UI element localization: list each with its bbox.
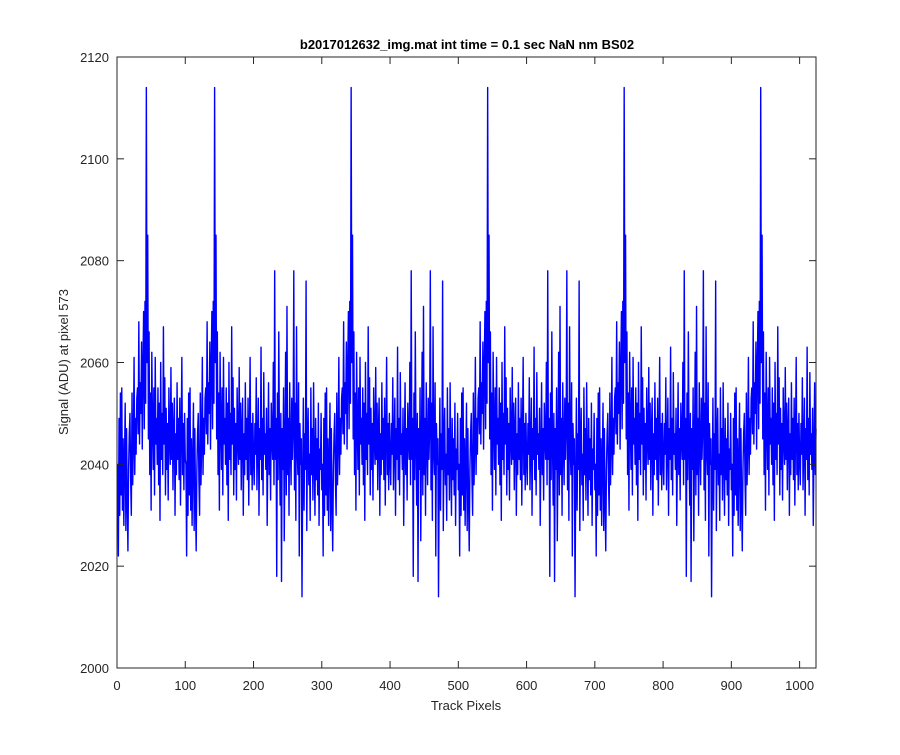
x-tick-label: 0 bbox=[113, 678, 120, 693]
x-tick-label: 700 bbox=[584, 678, 606, 693]
y-tick-label: 2100 bbox=[80, 152, 109, 167]
x-tick-label: 600 bbox=[516, 678, 538, 693]
data-series bbox=[116, 86, 817, 598]
x-tick-label: 800 bbox=[652, 678, 674, 693]
x-tick-label: 200 bbox=[243, 678, 265, 693]
x-tick-label: 300 bbox=[311, 678, 333, 693]
y-axis-label: Signal (ADU) at pixel 573 bbox=[56, 289, 71, 435]
x-tick-label: 500 bbox=[447, 678, 469, 693]
axes-box bbox=[116, 56, 817, 669]
y-tick-label: 2060 bbox=[80, 356, 109, 371]
plot-area bbox=[117, 57, 816, 668]
y-tick-labels: 2000 2020 2040 2060 2080 2100 2120 bbox=[80, 50, 109, 676]
y-tick-label: 2120 bbox=[80, 50, 109, 65]
x-axis-label: Track Pixels bbox=[431, 698, 502, 713]
chart-title: b2017012632_img.mat int time = 0.1 sec N… bbox=[300, 37, 634, 52]
y-tick-label: 2020 bbox=[80, 559, 109, 574]
y-tick-label: 2040 bbox=[80, 457, 109, 472]
x-tick-label: 900 bbox=[721, 678, 743, 693]
x-tick-label: 100 bbox=[174, 678, 196, 693]
signal-line bbox=[116, 86, 817, 598]
x-tick-label: 1000 bbox=[785, 678, 814, 693]
x-tick-labels: 0 100 200 300 400 500 600 700 800 900 1000 bbox=[113, 678, 814, 693]
y-tick-label: 2000 bbox=[80, 661, 109, 676]
x-tick-label: 400 bbox=[379, 678, 401, 693]
y-tick-label: 2080 bbox=[80, 254, 109, 269]
